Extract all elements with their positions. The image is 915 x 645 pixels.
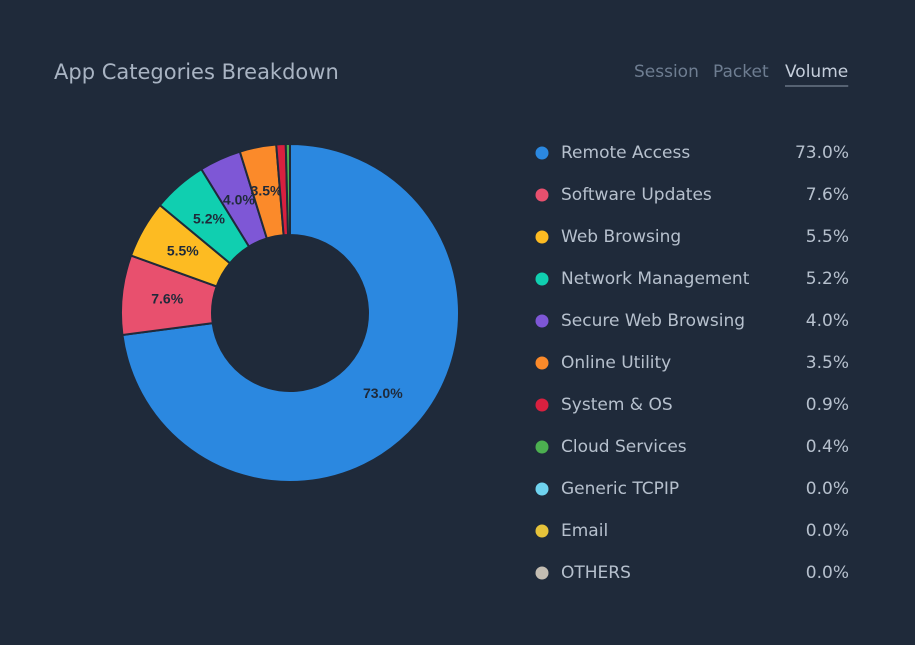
legend-label: System & OS bbox=[561, 395, 673, 415]
legend-label: Cloud Services bbox=[561, 437, 687, 457]
chart-title: App Categories Breakdown bbox=[54, 60, 339, 84]
tab[interactable]: Session bbox=[634, 62, 699, 82]
legend-dot bbox=[535, 314, 549, 328]
legend-label: Email bbox=[561, 521, 608, 541]
legend-dot bbox=[535, 566, 549, 580]
legend-value: 0.0% bbox=[806, 521, 849, 541]
legend-label: Software Updates bbox=[561, 185, 712, 205]
legend-dot bbox=[535, 356, 549, 370]
legend-value: 0.0% bbox=[806, 563, 849, 583]
slice-label: 5.2% bbox=[193, 210, 225, 226]
legend-label: Online Utility bbox=[561, 353, 671, 373]
slice-label: 5.5% bbox=[167, 242, 199, 258]
legend-dot bbox=[535, 146, 549, 160]
legend-value: 7.6% bbox=[806, 185, 849, 205]
legend-value: 4.0% bbox=[806, 311, 849, 331]
legend-label: Web Browsing bbox=[561, 227, 681, 247]
tab[interactable]: Volume bbox=[785, 62, 848, 82]
slice-label: 73.0% bbox=[363, 385, 403, 401]
legend-dot bbox=[535, 440, 549, 454]
legend-label: Secure Web Browsing bbox=[561, 311, 745, 331]
slice bbox=[121, 142, 460, 483]
legend-value: 5.2% bbox=[806, 269, 849, 289]
slice bbox=[284, 142, 291, 237]
legend-dot bbox=[535, 230, 549, 244]
legend-dot bbox=[535, 398, 549, 412]
legend-dot bbox=[535, 188, 549, 202]
legend-value: 5.5% bbox=[806, 227, 849, 247]
legend-value: 0.9% bbox=[806, 395, 849, 415]
legend-label: OTHERS bbox=[561, 563, 631, 583]
slice-label: 4.0% bbox=[223, 191, 255, 207]
legend-label: Generic TCPIP bbox=[561, 479, 679, 499]
slice-label: 3.5% bbox=[251, 182, 283, 198]
legend-value: 3.5% bbox=[806, 353, 849, 373]
legend-dot bbox=[535, 482, 549, 496]
legend-value: 0.0% bbox=[806, 479, 849, 499]
legend-value: 0.4% bbox=[806, 437, 849, 457]
slice-label: 7.6% bbox=[151, 290, 183, 306]
legend-dot bbox=[535, 524, 549, 538]
legend-label: Network Management bbox=[561, 269, 750, 289]
legend-label: Remote Access bbox=[561, 143, 690, 163]
tab[interactable]: Packet bbox=[713, 62, 769, 82]
legend-value: 73.0% bbox=[795, 143, 849, 163]
legend-dot bbox=[535, 272, 549, 286]
